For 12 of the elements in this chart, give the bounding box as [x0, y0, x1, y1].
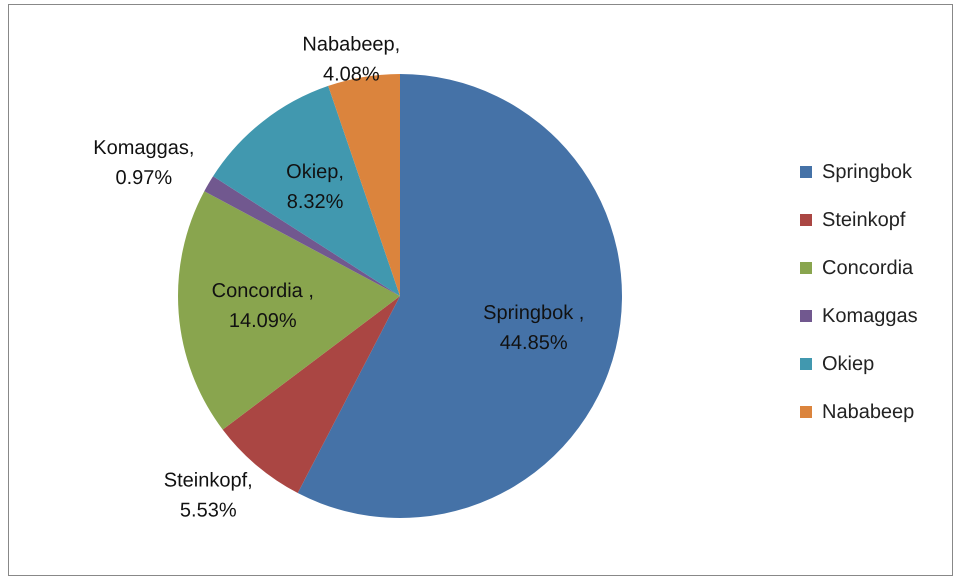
legend-label: Nababeep [822, 400, 914, 424]
legend-label: Concordia [822, 256, 914, 280]
data-label: Steinkopf, 5.53% [164, 470, 253, 522]
legend-label: Okiep [822, 352, 874, 376]
legend-label: Komaggas [822, 304, 918, 328]
legend-label: Steinkopf [822, 208, 906, 232]
data-label: Springbok , 44.85% [483, 302, 584, 354]
data-label: Okiep, 8.32% [286, 161, 344, 214]
data-label: Concordia , 14.09% [212, 280, 314, 332]
legend-label: Springbok [822, 160, 912, 184]
data-label: Nababeep, 4.08% [302, 34, 400, 86]
data-label: Komaggas, 0.97% [93, 136, 194, 189]
